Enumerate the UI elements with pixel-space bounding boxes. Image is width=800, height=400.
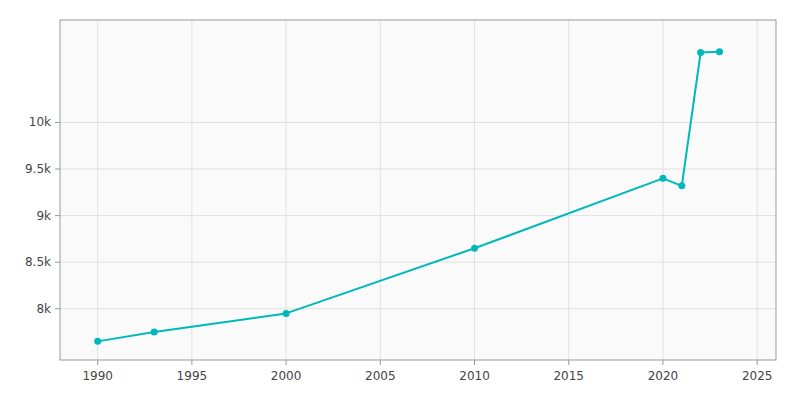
axes: 1990 1995 2000 2005 2010 2015 2020 2025 8k 8.5k 9k… (25, 115, 772, 383)
grid-line-y (60, 215, 776, 216)
x-tick (380, 360, 381, 365)
point (716, 48, 723, 55)
y-tick (55, 215, 60, 216)
x-tick (662, 360, 663, 365)
point (678, 182, 685, 189)
x-tick-label: 2020 (648, 369, 679, 383)
x-tick (191, 360, 192, 365)
y-tick-label: 9k (36, 209, 51, 223)
point (697, 49, 704, 56)
x-tick-label: 1995 (177, 369, 208, 383)
y-tick-label: 8k (36, 302, 51, 316)
x-tick-label: 2005 (365, 369, 396, 383)
grid-line-y (60, 262, 776, 263)
y-tick (55, 308, 60, 309)
point (659, 175, 666, 182)
grid-line-y (60, 169, 776, 170)
point (471, 245, 478, 252)
plot-frame (60, 20, 776, 360)
y-tick-label: 10k (29, 115, 51, 129)
x-tick-label: 2015 (553, 369, 584, 383)
point (151, 329, 158, 336)
x-tick-label: 2010 (459, 369, 490, 383)
grid (60, 20, 776, 360)
chart-container: 1990 1995 2000 2005 2010 2015 2020 2025 8k 8.5k 9k… (0, 0, 800, 400)
point (283, 310, 290, 317)
chart-svg: 1990 1995 2000 2005 2010 2015 2020 2025 8k 8.5k 9k… (0, 0, 800, 400)
x-tick (568, 360, 569, 365)
point (94, 338, 101, 345)
x-tick-label: 1990 (82, 369, 113, 383)
y-tick-label: 8.5k (25, 255, 51, 269)
x-tick-label: 2025 (742, 369, 773, 383)
grid-line-y (60, 308, 776, 309)
y-tick-label: 9.5k (25, 162, 51, 176)
plot-area (60, 20, 776, 360)
y-tick (55, 169, 60, 170)
x-tick-label: 2000 (271, 369, 302, 383)
x-tick (757, 360, 758, 365)
y-tick (55, 262, 60, 263)
y-tick (55, 122, 60, 123)
line (98, 52, 720, 342)
x-tick (474, 360, 475, 365)
grid-line-y (60, 122, 776, 123)
data-group (94, 48, 723, 345)
x-tick (286, 360, 287, 365)
x-tick (97, 360, 98, 365)
